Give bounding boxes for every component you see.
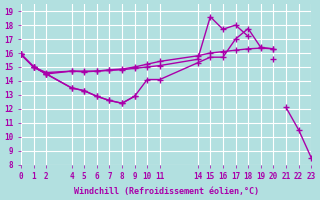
- X-axis label: Windchill (Refroidissement éolien,°C): Windchill (Refroidissement éolien,°C): [74, 187, 259, 196]
